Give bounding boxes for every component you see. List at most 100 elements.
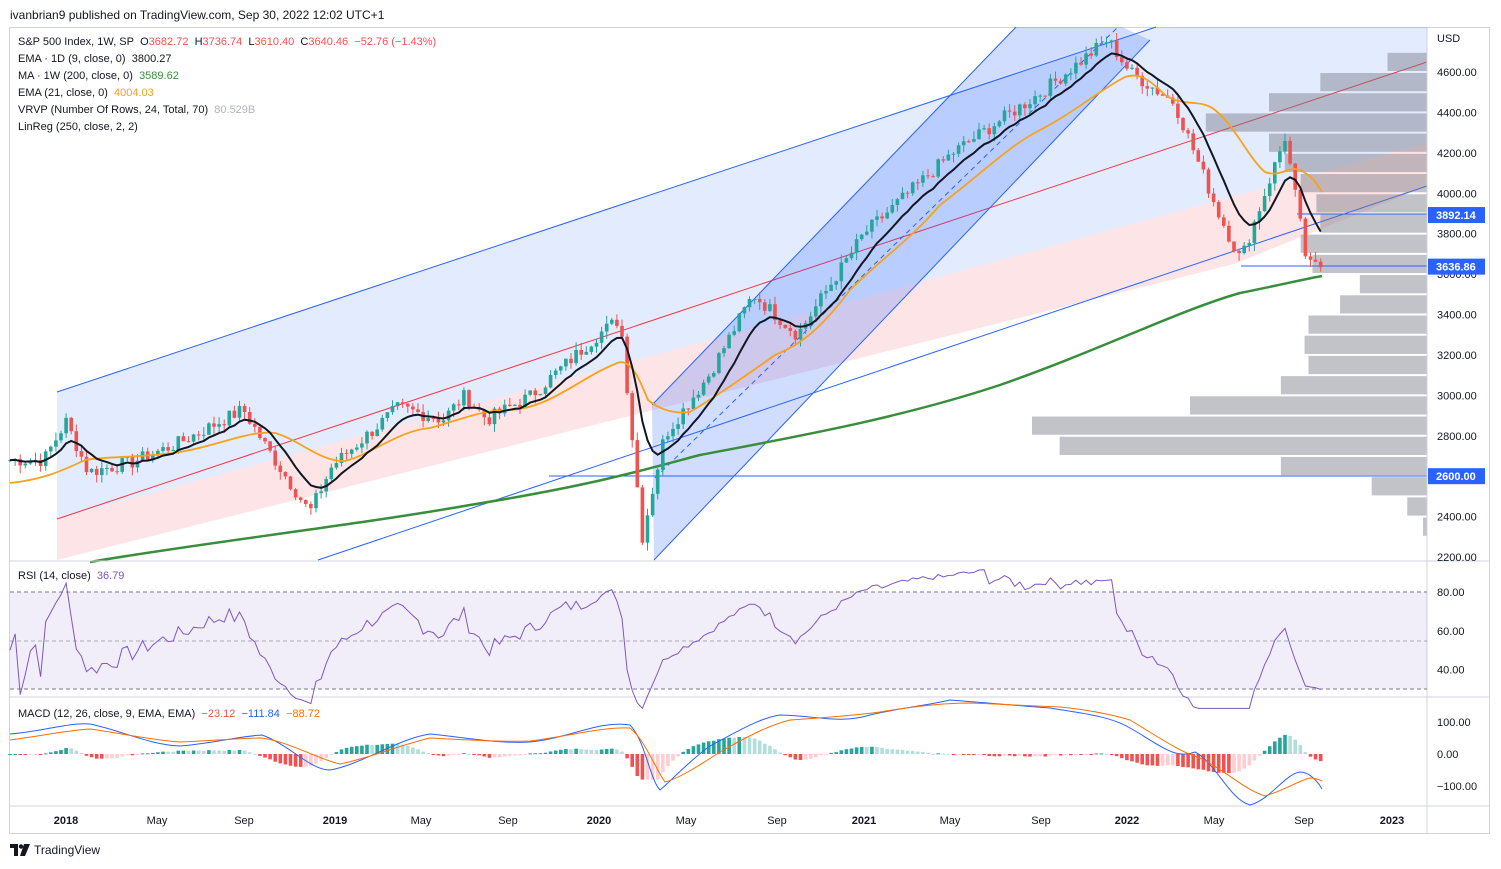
candle-body: [181, 436, 186, 442]
macd-histogram-bar: [854, 747, 859, 754]
candle-body: [1125, 62, 1129, 69]
candle-body: [212, 423, 216, 427]
macd-histogram-bar: [375, 744, 379, 754]
macd-histogram-bar: [451, 754, 456, 755]
candle-body: [783, 324, 787, 328]
vrvp-legend[interactable]: VRVP (Number Of Rows, 24, Total, 70) 80.…: [18, 102, 255, 118]
candle-body: [385, 412, 390, 418]
macd-histogram-bar: [1318, 754, 1323, 762]
ema21-legend[interactable]: EMA (21, close, 0) 4004.03: [18, 85, 154, 101]
macd-histogram-bar: [89, 754, 94, 758]
candle-body: [559, 366, 563, 371]
linreg-legend[interactable]: LinReg (250, close, 2, 2): [18, 119, 138, 135]
macd-histogram-bar: [1018, 754, 1022, 756]
candle-body: [1079, 62, 1083, 65]
candle-body: [1012, 111, 1017, 116]
candle-body: [951, 153, 956, 155]
macd-histogram-bar: [462, 753, 466, 755]
macd-histogram-bar: [717, 739, 721, 754]
volume-profile-row: [1284, 153, 1427, 173]
candle-body: [834, 281, 838, 285]
candle-body: [839, 262, 844, 282]
candle-body: [941, 159, 946, 161]
macd-histogram-bar: [1079, 754, 1083, 755]
tradingview-footer[interactable]: TradingView: [10, 843, 100, 857]
volume-profile-row: [1205, 113, 1427, 132]
candle-body: [441, 420, 446, 423]
candle-body: [666, 436, 670, 440]
candle-body: [54, 440, 58, 447]
candle-body: [859, 234, 864, 240]
candle-body: [1094, 43, 1099, 56]
macd-histogram-bar: [502, 754, 507, 757]
macd-histogram-bar: [747, 737, 752, 754]
macd-histogram-bar: [1114, 754, 1119, 757]
macd-histogram-bar: [895, 749, 900, 754]
candle-body: [339, 452, 344, 464]
macd-legend[interactable]: MACD (12, 26, close, 9, EMA, EMA) −23.12…: [18, 706, 320, 722]
macd-histogram-bar: [349, 746, 354, 754]
chart-frame[interactable]: [9, 27, 1490, 834]
candle-body: [604, 323, 609, 332]
candle-body: [798, 328, 803, 340]
candle-body: [686, 408, 691, 410]
candle-body: [431, 418, 436, 420]
macd-tick-label: 100.00: [1437, 717, 1471, 729]
macd-histogram-bar: [701, 742, 706, 754]
ma200-legend[interactable]: MA · 1W (200, close, 0) 3589.62: [18, 68, 179, 84]
macd-histogram-bar: [1160, 754, 1165, 766]
macd-histogram-bar: [1135, 754, 1139, 763]
candle-body: [569, 358, 573, 364]
candle-body: [518, 404, 522, 407]
macd-histogram-bar: [1125, 754, 1129, 761]
candle-body: [1232, 241, 1236, 251]
macd-histogram-bar: [1303, 752, 1308, 754]
price-tick-label: 3400.00: [1437, 310, 1477, 322]
candle-body: [79, 451, 84, 457]
macd-histogram-bar: [360, 745, 364, 754]
macd-histogram-bar: [202, 750, 206, 754]
macd-histogram-bar: [140, 753, 145, 755]
candle-body: [196, 434, 201, 436]
candle-body: [1104, 42, 1109, 44]
macd-histogram-bar: [518, 754, 522, 756]
candle-body: [1242, 245, 1246, 254]
time-axis: 2018 May Sep 2019 May Sep 2020 May Sep 2021 May Sep…: [54, 815, 1404, 827]
candle-body: [757, 298, 762, 303]
macd-histogram-bar: [783, 754, 787, 756]
ema9-legend[interactable]: EMA · 1D (9, close, 0) 3800.27: [18, 51, 171, 67]
macd-histogram-bar: [931, 753, 935, 755]
candle-body: [1237, 250, 1241, 254]
macd-histogram-bar: [1130, 754, 1134, 762]
macd-histogram-bar: [135, 754, 140, 755]
macd-histogram-bar: [1155, 754, 1160, 766]
candle-body: [508, 404, 512, 406]
candle-body: [533, 390, 538, 396]
candle-body: [635, 440, 640, 488]
candle-body: [360, 443, 364, 448]
candle-body: [849, 252, 854, 259]
volume-profile-row: [1269, 93, 1427, 112]
macd-histogram-bar: [1140, 754, 1144, 765]
macd-histogram-bar: [661, 754, 665, 773]
time-tick-label: May: [1204, 815, 1225, 827]
macd-histogram-bar: [926, 752, 930, 754]
ema21-label: EMA (21, close, 0): [18, 87, 108, 99]
candle-body: [1023, 104, 1027, 109]
candle-body: [1313, 259, 1318, 262]
candle-body: [242, 406, 247, 412]
macd-histogram-bar: [905, 750, 910, 754]
macd-histogram-bar: [793, 754, 798, 760]
candle-body: [375, 429, 379, 436]
macd-histogram-bar: [1267, 746, 1272, 754]
symbol-title[interactable]: S&P 500 Index, 1W, SP: [18, 36, 134, 48]
rsi-legend[interactable]: RSI (14, close) 36.79: [18, 568, 124, 584]
macd-histogram-bar: [79, 752, 84, 754]
volume-profile-row: [1190, 396, 1427, 415]
candle-body: [1018, 104, 1022, 116]
candle-body: [202, 434, 206, 436]
macd-histogram-bar: [625, 754, 629, 759]
price-axis: [10, 28, 1490, 833]
candle-body: [1206, 169, 1211, 194]
